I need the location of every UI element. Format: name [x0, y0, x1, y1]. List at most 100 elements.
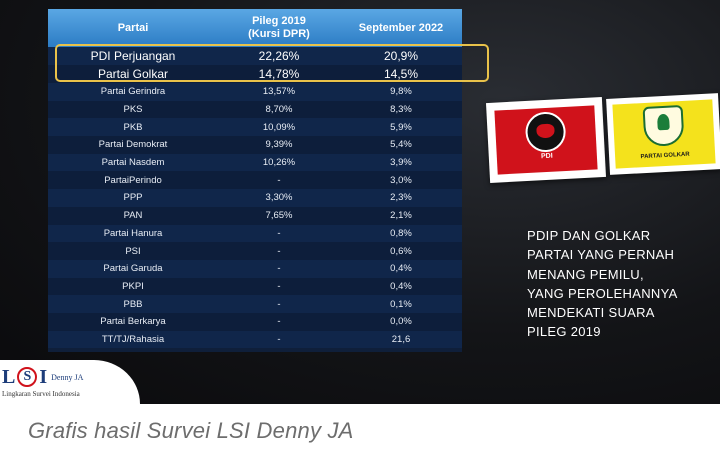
survey-graphic: Partai Pileg 2019 (Kursi DPR) September …	[0, 0, 720, 404]
table-row: Partai Hanura - 0,8%	[48, 224, 462, 243]
lsi-brand: L S I Denny JA Lingkaran Survei Indonesi…	[0, 360, 140, 404]
table-body: PDI Perjuangan 22,26% 20,9% Partai Golkar 14…	[48, 47, 462, 349]
cell-party: PKPI	[122, 280, 144, 292]
cell-september-2022: 5,4%	[390, 139, 412, 151]
side-caption-line: PDIP DAN GOLKAR	[527, 228, 651, 243]
tree-icon	[656, 113, 670, 131]
side-caption-line: MENDEKATI SUARA	[527, 305, 655, 321]
party-logos: PDI PARTAI GOLKAR	[485, 92, 720, 192]
side-caption-line: YANG PEROLEHANNYA	[527, 285, 678, 301]
side-caption-line: PILEG 2019	[527, 324, 601, 340]
cell-september-2022: 20,9%	[383, 49, 419, 63]
brand-subtitle: Lingkaran Survei Indonesia	[2, 390, 80, 398]
cell-pileg-2019: 8,70%	[265, 104, 293, 116]
header-pileg-2019-title: Pileg 2019	[252, 15, 306, 27]
cell-september-2022: 0,8%	[390, 227, 412, 239]
pdi-logo: PDI	[494, 105, 598, 175]
survey-table: Partai Pileg 2019 (Kursi DPR) September …	[48, 9, 462, 352]
golkar-logo-card: PARTAI GOLKAR	[606, 93, 720, 175]
cell-pileg-2019: -	[277, 280, 281, 292]
cell-pileg-2019: 14,78%	[258, 67, 300, 81]
cell-september-2022: 3,9%	[390, 157, 412, 169]
cell-pileg-2019: -	[277, 174, 281, 186]
brand-letter-i: I	[39, 365, 48, 388]
lsi-logo: L S I Denny JA	[2, 366, 83, 388]
cell-party: PPP	[123, 192, 143, 204]
cell-party: TT/TJ/Rahasia	[101, 333, 165, 345]
cell-pileg-2019: 9,39%	[265, 139, 293, 151]
photo-caption: Grafis hasil Survei LSI Denny JA	[28, 418, 354, 443]
banyan-tree-icon	[642, 104, 685, 148]
cell-party: Partai Hanura	[103, 227, 163, 239]
side-caption-line: MENANG PEMILU,	[527, 266, 644, 282]
cell-september-2022: 0,4%	[390, 280, 412, 292]
pdi-logo-label: PDI	[540, 152, 553, 161]
table-row: Partai Nasdem 10,26% 3,9%	[48, 153, 462, 172]
cell-pileg-2019: -	[277, 316, 281, 328]
cell-september-2022: 0,6%	[390, 245, 412, 257]
table-row: PKB 10,09% 5,9%	[48, 118, 462, 137]
cell-september-2022: 14,5%	[383, 67, 419, 81]
table-row: Partai Gerindra 13,57% 9,8%	[48, 83, 462, 101]
highlight-box	[55, 44, 489, 82]
table-row: Partai Berkarya - 0,0%	[48, 312, 462, 331]
cell-pileg-2019: 3,30%	[265, 192, 293, 204]
brand-letter-s: S	[17, 367, 38, 387]
table-row: PartaiPerindo - 3,0%	[48, 171, 462, 190]
table-row: PKPI - 0,4%	[48, 277, 462, 296]
table-row: PSI - 0,6%	[48, 242, 462, 260]
cell-party: PBB	[123, 298, 143, 310]
cell-september-2022: 3,0%	[390, 174, 412, 186]
cell-pileg-2019: 13,57%	[262, 86, 296, 98]
cell-pileg-2019: -	[277, 227, 281, 239]
table-row: Partai Golkar 14,78% 14,5%	[48, 65, 462, 83]
cell-pileg-2019: 7,65%	[265, 210, 293, 222]
table-row: PAN 7,65% 2,1%	[48, 206, 462, 225]
header-september-2022: September 2022	[358, 21, 444, 34]
cell-september-2022: 21,6	[391, 333, 411, 345]
table-row: PBB - 0,1%	[48, 295, 462, 313]
side-caption-line: PARTAI YANG PERNAH	[527, 247, 675, 263]
cell-september-2022: 8,3%	[390, 104, 412, 116]
cell-pileg-2019: -	[277, 245, 281, 257]
cell-september-2022: 9,8%	[390, 86, 412, 98]
cell-party: PartaiPerindo	[104, 174, 162, 186]
cell-party: PSI	[125, 245, 141, 257]
pdi-logo-card: PDI	[485, 97, 607, 183]
cell-party: PDI Perjuangan	[90, 49, 176, 63]
golkar-logo: PARTAI GOLKAR	[612, 99, 716, 169]
golkar-logo-label: PARTAI GOLKAR	[640, 151, 690, 161]
cell-party: Partai Berkarya	[100, 316, 166, 328]
table-row: PPP 3,30% 2,3%	[48, 189, 462, 207]
table-row: TT/TJ/Rahasia - 21,6	[48, 330, 462, 349]
header-party: Partai	[117, 21, 149, 34]
cell-pileg-2019: -	[277, 333, 281, 345]
cell-party: Partai Golkar	[97, 67, 169, 81]
cell-september-2022: 0,1%	[390, 298, 412, 310]
cell-party: PKB	[123, 121, 143, 133]
cell-pileg-2019: 10,26%	[262, 157, 296, 169]
cell-party: Partai Demokrat	[98, 139, 168, 151]
cell-party: PKS	[123, 104, 143, 116]
bull-icon	[524, 110, 567, 154]
cell-september-2022: 2,1%	[390, 210, 412, 222]
table-row: Partai Demokrat 9,39% 5,4%	[48, 136, 462, 154]
cell-september-2022: 0,4%	[390, 263, 412, 275]
cell-party: Partai Gerindra	[100, 86, 166, 98]
cell-party: Partai Garuda	[103, 263, 163, 275]
cell-september-2022: 0,0%	[390, 316, 412, 328]
table-row: PDI Perjuangan 22,26% 20,9%	[48, 47, 462, 65]
cell-pileg-2019: -	[277, 298, 281, 310]
cell-pileg-2019: 22,26%	[258, 49, 300, 63]
table-header: Partai Pileg 2019 (Kursi DPR) September …	[48, 9, 462, 47]
table-row: PKS 8,70% 8,3%	[48, 100, 462, 119]
brand-letter-l: L	[2, 365, 16, 388]
brand-denny: Denny JA	[51, 372, 84, 382]
header-pileg-2019-sub: (Kursi DPR)	[248, 28, 310, 40]
table-row: Partai Garuda - 0,4%	[48, 259, 462, 278]
header-pileg-2019: Pileg 2019 (Kursi DPR)	[218, 9, 340, 47]
side-caption: PDIP DAN GOLKAR PARTAI YANG PERNAH MENAN…	[527, 226, 717, 342]
cell-pileg-2019: 10,09%	[262, 121, 296, 133]
cell-september-2022: 2,3%	[390, 192, 412, 204]
cell-september-2022: 5,9%	[390, 121, 412, 133]
